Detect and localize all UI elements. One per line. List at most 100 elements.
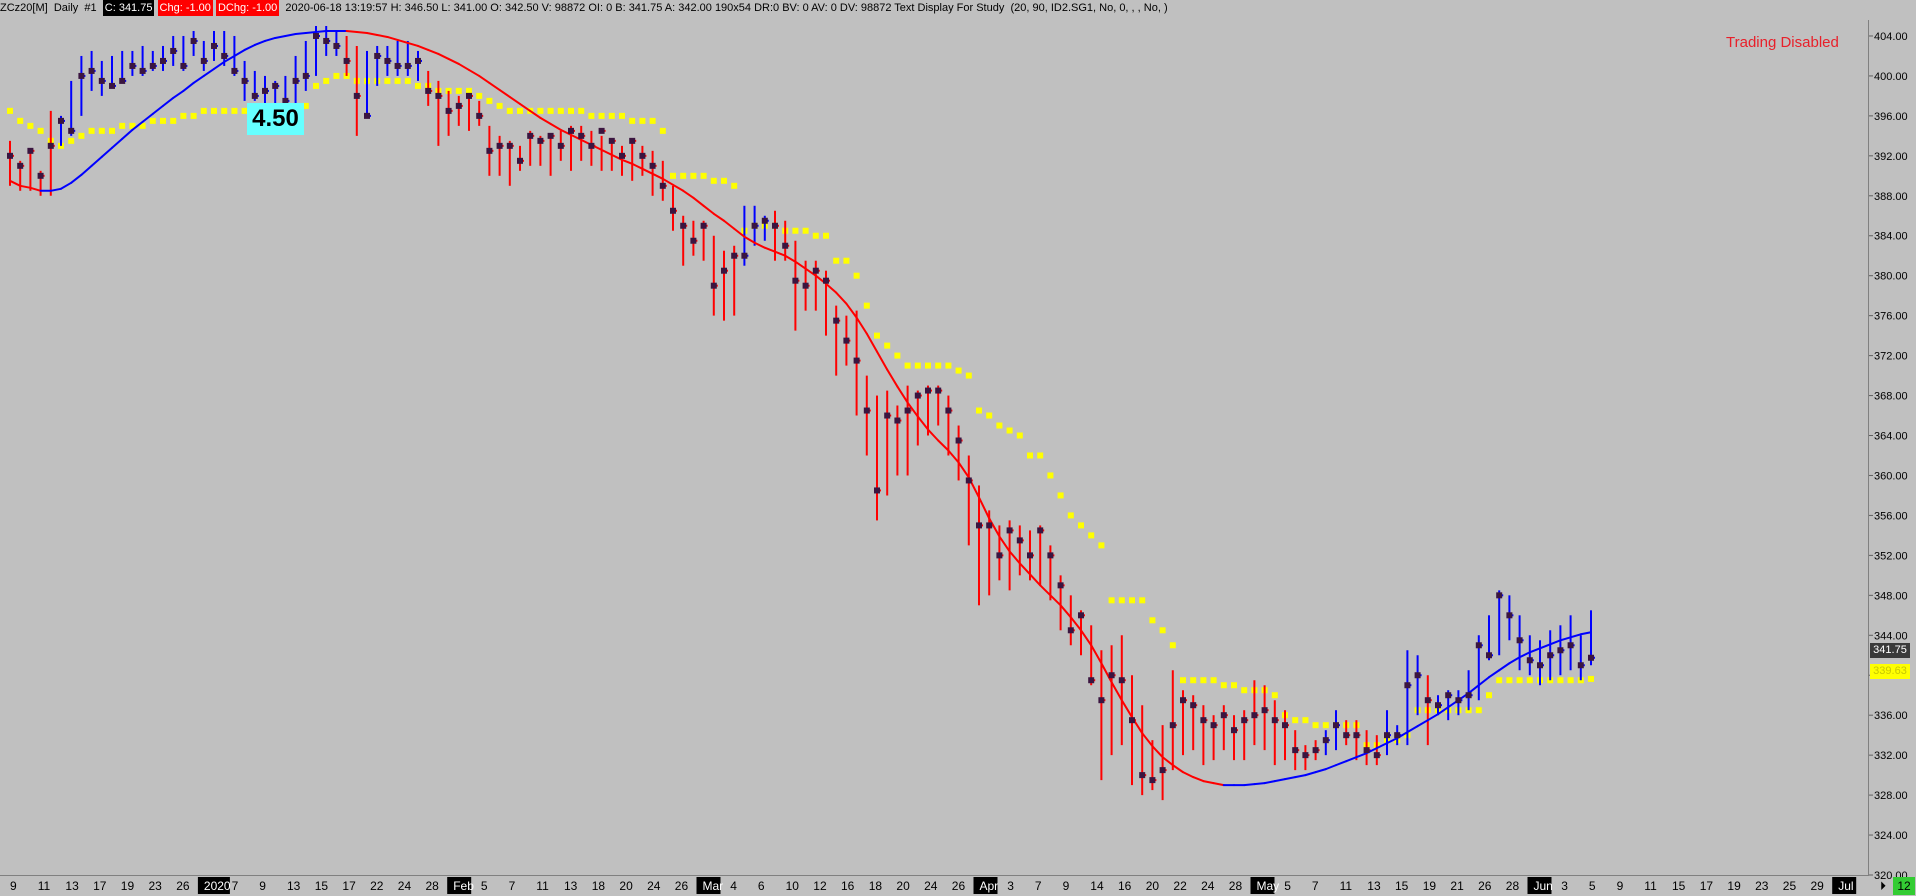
sar-dot [109,127,115,134]
sar-dot [170,117,177,124]
sar-dot [384,77,391,84]
sar-dot [1271,692,1278,699]
close-marker [1149,777,1156,784]
close-marker [1098,697,1105,704]
close-marker [659,182,666,189]
close-marker [394,62,401,69]
x-tick-label: 29 [1811,879,1825,893]
ma-segment [804,267,817,277]
sar-dot [1526,677,1533,684]
ma-segment [682,189,695,199]
x-tick-label: 28 [426,879,440,893]
ma-segment [1080,629,1093,647]
sar-dot [731,182,738,189]
corner-indicator[interactable]: 12 [1893,877,1915,895]
sar-dot [1588,675,1594,682]
sar-dot [853,272,860,279]
sar-dot [608,112,615,119]
x-axis [0,875,1868,876]
close-marker [710,282,717,289]
close-marker [343,57,350,64]
close-marker [282,97,289,104]
ma-segment [1049,594,1062,607]
x-tick-label: 15 [1395,879,1409,893]
ma-segment [1539,643,1552,650]
sar-dot [721,177,727,184]
sar-dot [710,177,717,184]
close-marker [1047,552,1054,559]
ma-segment [417,44,430,51]
x-tick-label: 5 [1284,879,1291,893]
ma-segment [498,88,511,98]
x-tick-highlight [197,877,230,894]
y-tick-label: 332.00 [1874,750,1908,762]
sar-dot [874,332,880,339]
close-marker [455,102,462,109]
sar-dot [1496,677,1503,684]
close-marker [751,222,758,229]
sar-dot [1312,722,1319,729]
y-axis [1868,20,1869,876]
x-tick-label: 23 [149,879,163,893]
ma-segment [9,179,22,187]
ma-segment [998,535,1011,553]
close-marker [1322,737,1329,744]
y-tick-label: 352.00 [1874,550,1908,562]
sar-dot [1322,722,1329,729]
close-marker [904,407,911,414]
sar-dot [98,127,105,134]
close-marker [466,92,472,99]
sar-dot [945,362,952,369]
close-marker [1108,672,1115,679]
close-marker [874,487,880,494]
sar-dot [904,362,911,369]
close-marker [1292,747,1299,754]
moving-average [9,29,1592,787]
ma-segment [1171,764,1184,774]
ma-segment [937,439,950,452]
close-marker [272,82,279,89]
ma-segment [600,148,613,156]
ma-segment [437,52,450,60]
ma-segment [1090,644,1103,665]
x-tick-label: 9 [1617,879,1624,893]
sar-dot [415,82,421,89]
sar-dot [1016,432,1023,439]
ma-segment [1263,780,1276,785]
sar-dot [1200,677,1207,684]
x-tick-label: 23 [1755,879,1769,893]
ma-segment [865,332,878,353]
ma-segment [1375,742,1388,750]
sar-dot [88,127,95,134]
close-marker [109,82,115,89]
close-marker [323,37,330,44]
close-marker [1088,677,1095,684]
y-axis-ticks: 404.00 400.00 396.00 392.00 388.00 384.00 380.… [1868,31,1908,882]
close-marker [639,152,646,159]
x-tick-label: 3 [1007,879,1014,893]
scroll-right-button[interactable]: ⏵ [1879,879,1886,893]
sar-dot [894,352,901,359]
close-marker [1588,654,1594,661]
sar-dot [1006,427,1013,434]
ma-segment [529,109,542,119]
ma-segment [1304,771,1317,777]
trading-status[interactable]: Trading Disabled [1726,34,1839,51]
annotation-label[interactable]: 4.50 [247,103,304,135]
x-tick-label: 15 [315,879,329,893]
y-tick-label: 364.00 [1874,431,1908,443]
ma-segment [1182,771,1195,779]
close-marker [1506,612,1513,619]
sar-dot [149,117,156,124]
close-marker [1241,717,1248,724]
x-tick-label: 20 [619,879,633,893]
sar-dot [333,72,340,79]
ma-segment [1212,782,1225,787]
ma-segment [610,153,623,161]
close-marker [588,142,595,149]
x-tick-highlight [1250,877,1275,894]
close-marker [47,142,54,149]
ma-segment [1335,760,1348,767]
sar-dot [1220,682,1227,689]
